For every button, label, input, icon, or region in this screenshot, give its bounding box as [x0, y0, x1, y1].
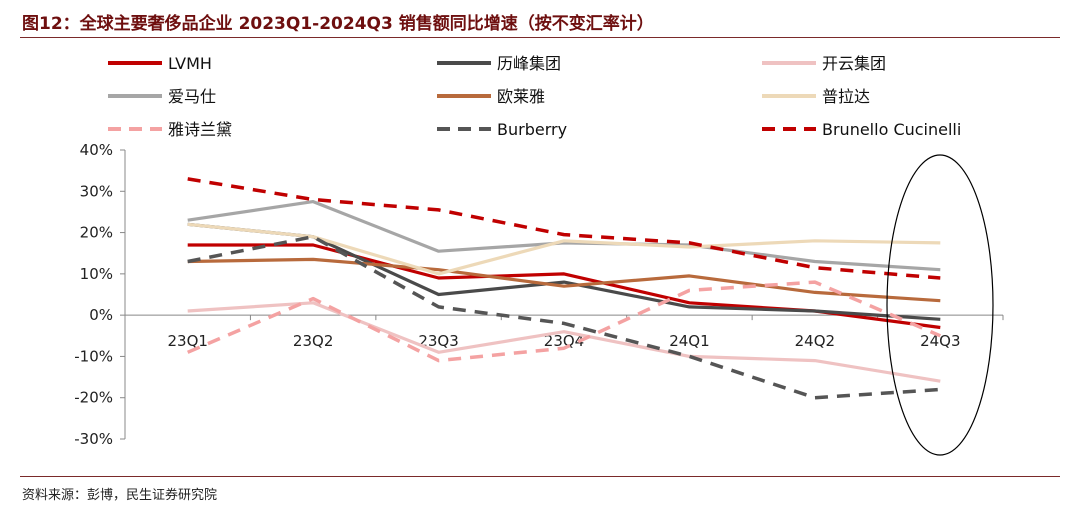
x-tick-label-3: 23Q4 [544, 332, 584, 350]
series-line-5 [187, 222, 941, 276]
x-tick-label-2: 23Q3 [418, 332, 458, 350]
series-line-3 [187, 200, 941, 272]
y-tick-label-6: -20% [74, 389, 113, 407]
y-tick-label-5: -10% [74, 347, 113, 365]
footer-rule [20, 476, 1060, 477]
y-tick-label-4: 0% [89, 306, 113, 324]
x-tick-label-4: 24Q1 [669, 332, 709, 350]
y-tick-label-3: 10% [80, 265, 113, 283]
y-tick-label-1: 30% [80, 182, 113, 200]
series-line-8 [187, 177, 941, 280]
y-tick-label-2: 20% [80, 224, 113, 242]
x-tick-label-5: 24Q2 [795, 332, 835, 350]
legend-label-0: LVMH [168, 54, 212, 73]
axes: 40% 30% 20% 10% 0% -10% -20% -30% 23Q1 23Q2 23Q3 23… [74, 141, 1004, 448]
y-tick-label-0: 40% [80, 141, 113, 159]
legend-label-2: 开云集团 [822, 54, 886, 73]
legend-label-4: 欧莱雅 [497, 87, 545, 106]
series-line-7 [187, 234, 941, 400]
x-tick-label-1: 23Q2 [293, 332, 333, 350]
chart-title: 图12：全球主要奢侈品企业 2023Q1-2024Q3 销售额同比增速（按不变汇… [22, 14, 654, 34]
legend-label-7: Burberry [497, 120, 567, 139]
series-line-2 [187, 301, 941, 383]
y-tick-label-7: -30% [74, 430, 113, 448]
legend-label-6: 雅诗兰黛 [168, 120, 232, 139]
x-tick-label-0: 23Q1 [167, 332, 207, 350]
highlight-ellipse [886, 154, 994, 456]
source-note: 资料来源：彭博，民生证券研究院 [22, 488, 218, 503]
legend-label-8: Brunello Cucinelli [822, 120, 961, 139]
legend-label-1: 历峰集团 [497, 54, 561, 73]
legend-label-3: 爱马仕 [168, 87, 216, 106]
title-rule [20, 37, 1060, 38]
series-line-4 [187, 257, 941, 303]
series-layer [187, 177, 941, 400]
series-line-6 [187, 280, 941, 363]
x-tick-label-6: 24Q3 [920, 332, 960, 350]
legend-label-5: 普拉达 [822, 87, 870, 106]
